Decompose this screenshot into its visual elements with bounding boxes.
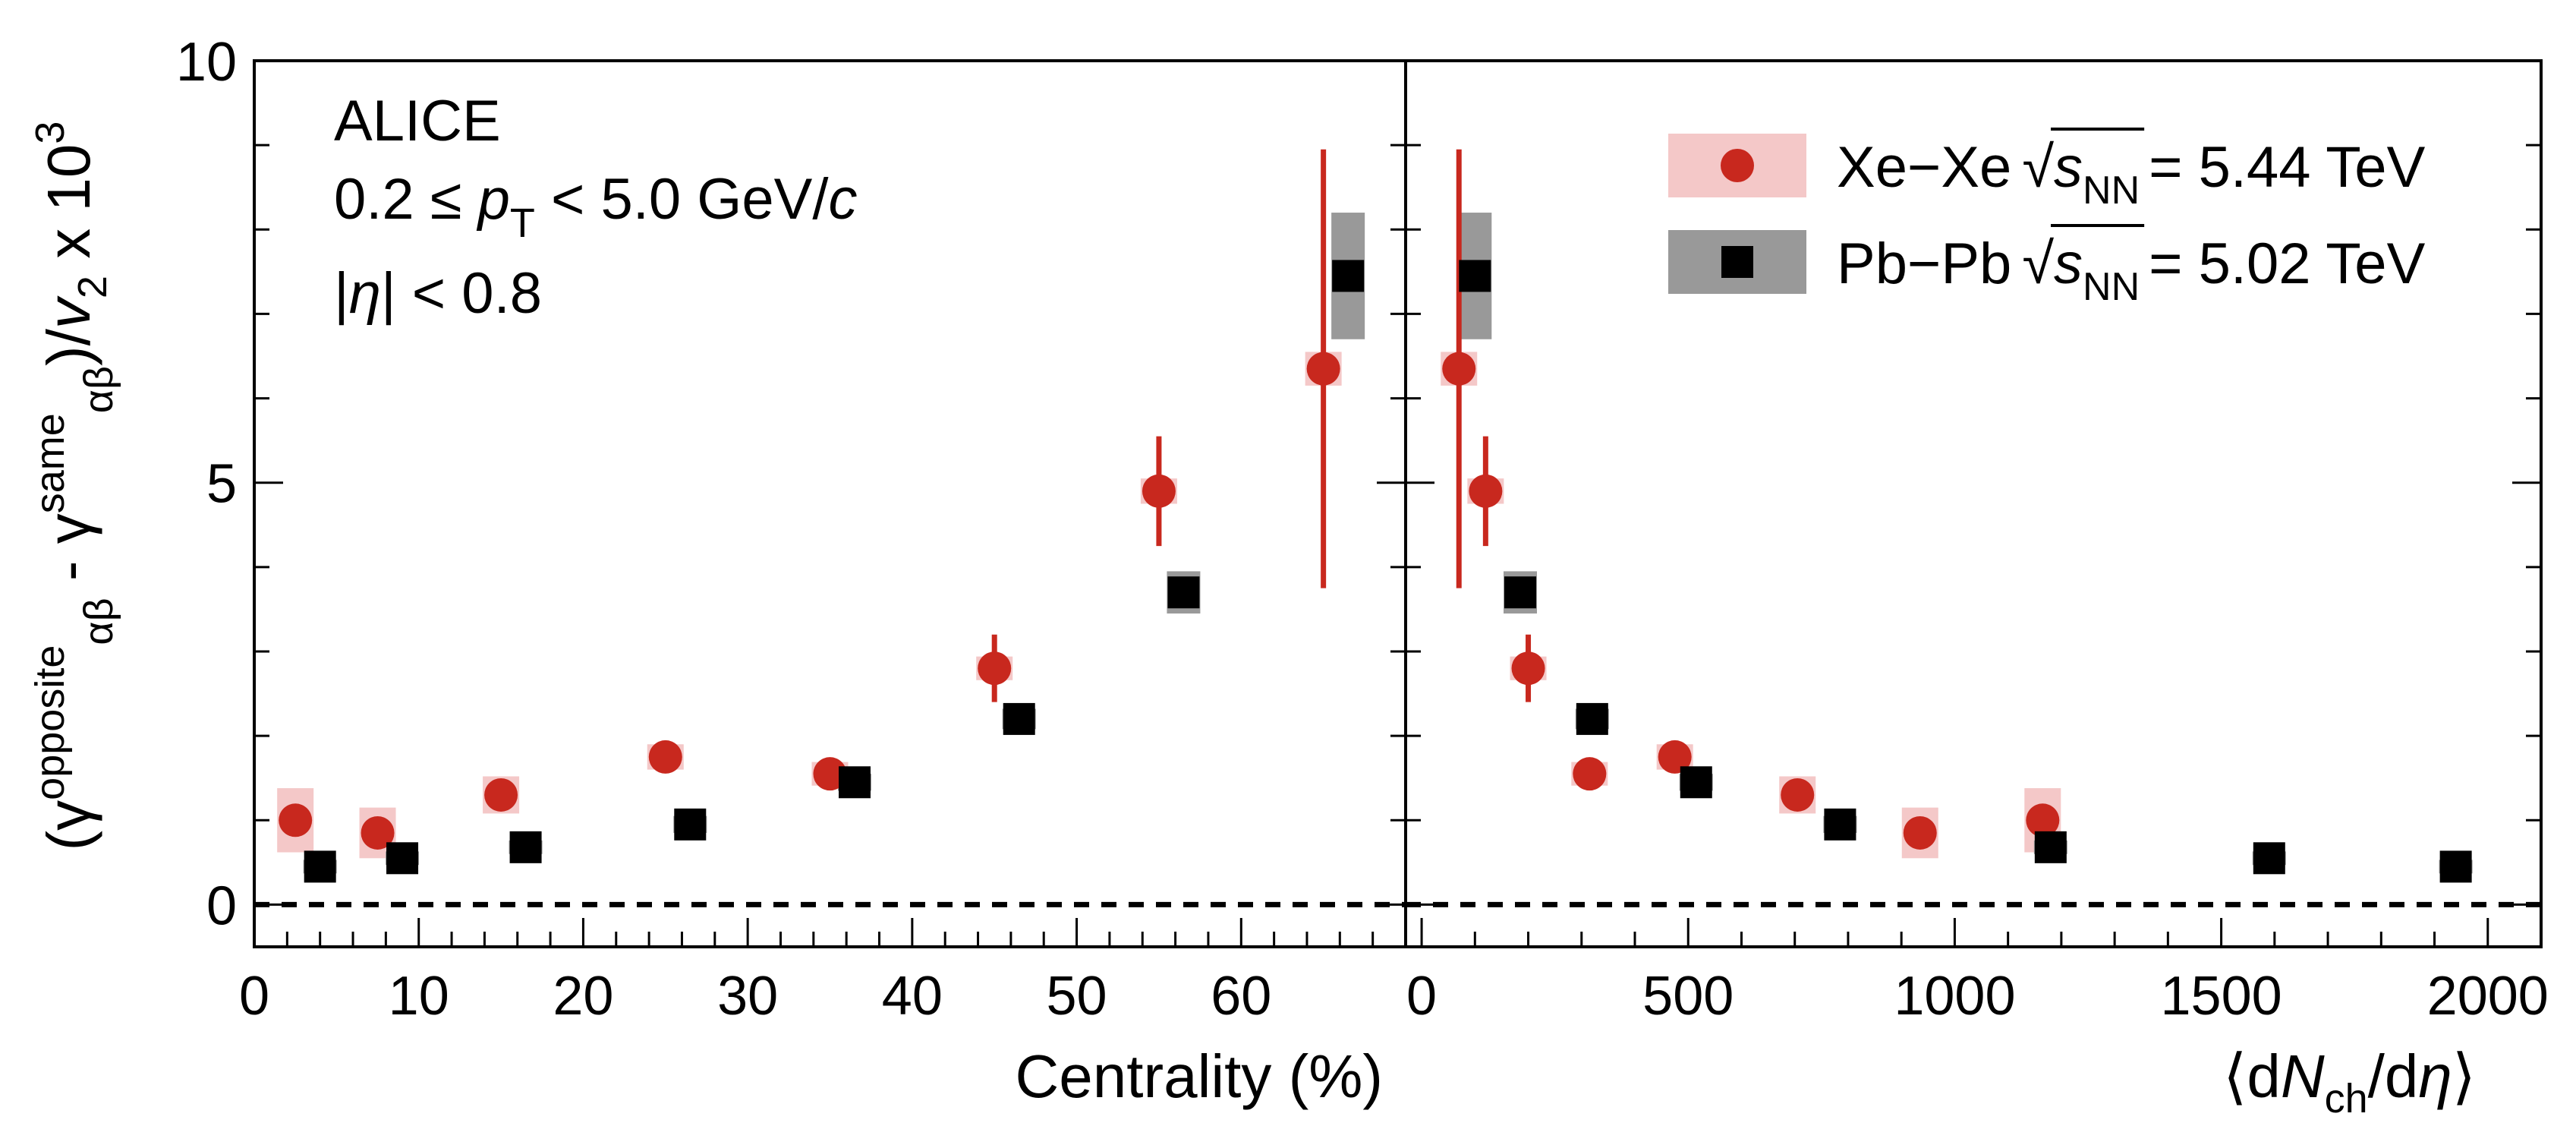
error-bars-layer [292,149,2459,870]
multiplicity-pb-pb-point-1-marker [1504,576,1537,609]
multiplicity-pb-pb-point-0-marker [1459,260,1491,292]
legend-entry-xe-xe-label: Xe−Xe [1837,135,2011,200]
systematic-boxes-layer [277,213,2473,874]
legend-entry-pb-pb-energy: = 5.02 TeV [2149,232,2425,296]
legend-entry-pb-pb-sqrt-symbol: √ [2022,232,2054,296]
multiplicity-pb-pb-point-6-marker [2253,842,2285,875]
eta-cut-label: |η| < 0.8 [334,261,542,326]
multiplicity-x-tick-label: 1000 [1894,966,2015,1027]
legend-entry-pb-pb-marker [1721,246,1753,278]
centrality-x-tick-label: 10 [389,966,449,1027]
centrality-pb-pb-point-2-marker [509,831,542,863]
multiplicity-xe-xe-point-4-marker [1658,740,1692,774]
legend-entry-xe-xe-energy: = 5.44 TeV [2149,135,2425,200]
multiplicity-x-tick-label: 0 [1406,966,1437,1027]
y-tick-label: 5 [206,454,237,515]
y-tick-label: 10 [176,32,237,93]
multiplicity-xe-xe-point-2-marker [1511,651,1545,686]
centrality-xe-xe-point-2-marker [484,778,518,812]
centrality-pb-pb-point-5-marker [1003,702,1035,735]
pt-cut-label: 0.2 ≤ pT < 5.0 GeV/c [334,167,857,246]
legend-entry-pb-pb-label: Pb−Pb [1837,232,2011,296]
multiplicity-xe-xe-point-6-marker [1903,815,1937,850]
multiplicity-xe-xe-point-1-marker [1469,474,1503,508]
multiplicity-xe-xe-point-5-marker [1781,778,1815,812]
centrality-pb-pb-point-3-marker [674,808,707,841]
centrality-x-tick-label: 0 [239,966,269,1027]
centrality-x-tick-label: 60 [1211,966,1271,1027]
frames-layer [253,59,2543,948]
multiplicity-pb-pb-point-4-marker [1824,808,1856,841]
multiplicity-xe-xe-point-3-marker [1573,757,1607,791]
centrality-xe-xe-point-0-marker [279,803,313,837]
legend: Xe−Xe √ sNN = 5.44 TeV Pb−Pb √ sNN = 5.02 TeV [1668,128,2426,309]
centrality-xe-xe-point-6-marker [1142,474,1176,508]
legend-entry-xe-xe-sqrt-s-nn: sNN [2054,135,2140,213]
multiplicity-x-axis-title: ⟨dNch/dη⟩ [2223,1042,2476,1121]
labels-layer: 0 10 20 30 40 50 60 0 500 1000 1500 2000 0 5 10 (γoppos… [27,32,2549,1121]
multiplicity-pb-pb-point-7-marker [2439,850,2472,883]
centrality-xe-xe-point-7-marker [1306,352,1340,386]
multiplicity-xe-xe-point-0-marker [1442,352,1476,386]
markers-layer [279,260,2472,883]
y-axis-title: (γoppositeαβ - γsameαβ)/v2 x 103 [27,121,121,851]
ticks-layer [253,59,2543,947]
multiplicity-pb-pb-point-2-marker [1576,702,1608,735]
centrality-x-axis-title: Centrality (%) [1015,1042,1383,1110]
centrality-xe-xe-point-4-marker [813,757,847,791]
legend-entry-xe-xe-sqrt-symbol: √ [2022,135,2054,200]
multiplicity-x-tick-label: 500 [1642,966,1734,1027]
centrality-xe-xe-point-3-marker [648,740,682,774]
centrality-pb-pb-point-6-marker [1167,576,1200,609]
legend-entry-xe-xe-marker [1721,149,1754,182]
centrality-x-tick-label: 30 [717,966,778,1027]
centrality-pb-pb-point-4-marker [839,766,871,799]
centrality-xe-xe-point-1-marker [361,815,395,850]
centrality-x-tick-label: 20 [553,966,613,1027]
multiplicity-x-tick-label: 1500 [2161,966,2282,1027]
multiplicity-pb-pb-point-3-marker [1680,766,1712,799]
centrality-pb-pb-point-0-marker [304,850,336,883]
centrality-xe-xe-point-5-marker [978,651,1012,686]
centrality-pb-pb-point-1-marker [386,842,419,875]
centrality-x-tick-label: 50 [1047,966,1107,1027]
multiplicity-xe-xe-point-7-marker [2026,803,2060,837]
legend-entry-pb-pb-sqrt-s-nn: sNN [2054,232,2140,309]
multiplicity-panel-frame [1404,59,2543,948]
centrality-x-tick-label: 40 [882,966,943,1027]
multiplicity-x-tick-label: 2000 [2427,966,2549,1027]
y-tick-label: 0 [206,875,237,936]
multiplicity-pb-pb-point-5-marker [2034,831,2067,863]
experiment-label: ALICE [334,89,501,153]
centrality-pb-pb-point-7-marker [1332,260,1365,292]
